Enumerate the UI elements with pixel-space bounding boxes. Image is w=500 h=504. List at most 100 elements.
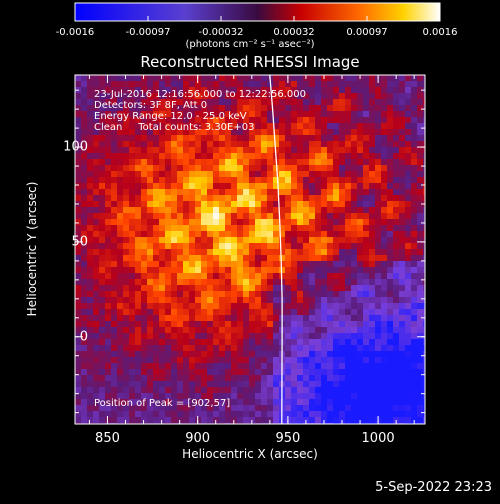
heatmap-cell [351, 285, 357, 291]
heatmap-cell [171, 177, 177, 183]
heatmap-cell [351, 99, 357, 105]
heatmap-cell [111, 243, 117, 249]
heatmap-cell [135, 183, 141, 189]
heatmap-cell [291, 411, 297, 417]
heatmap-cell [411, 249, 417, 255]
heatmap-cell [225, 345, 231, 351]
heatmap-cell [147, 213, 153, 219]
heatmap-cell [153, 201, 159, 207]
heatmap-cell [153, 405, 159, 411]
heatmap-cell [417, 375, 423, 381]
heatmap-cell [171, 399, 177, 405]
heatmap-cell [243, 387, 249, 393]
heatmap-cell [123, 357, 129, 363]
heatmap-cell [225, 165, 231, 171]
heatmap-cell [285, 327, 291, 333]
heatmap-cell [255, 255, 261, 261]
heatmap-cell [297, 129, 303, 135]
heatmap-cell [297, 279, 303, 285]
heatmap-cell [345, 195, 351, 201]
heatmap-cell [357, 273, 363, 279]
heatmap-cell [231, 225, 237, 231]
heatmap-cell [153, 87, 159, 93]
heatmap-cell [411, 261, 417, 267]
heatmap-cell [243, 363, 249, 369]
heatmap-cell [363, 87, 369, 93]
heatmap-cell [315, 183, 321, 189]
heatmap-cell [75, 261, 81, 267]
heatmap-cell [165, 207, 171, 213]
heatmap-cell [207, 285, 213, 291]
heatmap-cell [171, 87, 177, 93]
heatmap-cell [267, 243, 273, 249]
heatmap-cell [255, 141, 261, 147]
heatmap-cell [279, 171, 285, 177]
heatmap-cell [147, 141, 153, 147]
heatmap-cell [423, 237, 425, 243]
heatmap-cell [81, 195, 87, 201]
heatmap-cell [183, 357, 189, 363]
heatmap-cell [291, 309, 297, 315]
heatmap-cell [75, 81, 81, 87]
heatmap-cell [219, 333, 225, 339]
heatmap-cell [411, 363, 417, 369]
heatmap-cell [381, 267, 387, 273]
heatmap-cell [369, 231, 375, 237]
heatmap-cell [135, 165, 141, 171]
heatmap-cell [339, 213, 345, 219]
heatmap-cell [411, 159, 417, 165]
heatmap-cell [189, 321, 195, 327]
heatmap-cell [81, 213, 87, 219]
heatmap-cell [105, 225, 111, 231]
heatmap-cell [363, 309, 369, 315]
heatmap-cell [147, 327, 153, 333]
heatmap-cell [333, 309, 339, 315]
heatmap-cell [81, 219, 87, 225]
heatmap-cell [405, 123, 411, 129]
heatmap-cell [189, 351, 195, 357]
heatmap-cell [405, 231, 411, 237]
heatmap-cell [99, 171, 105, 177]
heatmap-cell [171, 351, 177, 357]
heatmap-cell [399, 405, 405, 411]
heatmap-cell [255, 363, 261, 369]
heatmap-cell [207, 99, 213, 105]
heatmap-cell [417, 123, 423, 129]
heatmap-cell [387, 261, 393, 267]
heatmap-cell [267, 231, 273, 237]
heatmap-cell [81, 141, 87, 147]
heatmap-cell [243, 243, 249, 249]
heatmap-cell [165, 339, 171, 345]
heatmap-cell [363, 135, 369, 141]
heatmap-cell [333, 159, 339, 165]
heatmap-cell [177, 327, 183, 333]
heatmap-cell [285, 411, 291, 417]
heatmap-cell [243, 291, 249, 297]
heatmap-cell [195, 243, 201, 249]
heatmap-cell [303, 105, 309, 111]
heatmap-cell [171, 297, 177, 303]
heatmap-cell [381, 315, 387, 321]
heatmap-cell [297, 273, 303, 279]
heatmap-cell [171, 141, 177, 147]
heatmap-cell [273, 357, 279, 363]
heatmap-cell [135, 81, 141, 87]
heatmap-cell [177, 387, 183, 393]
heatmap-cell [201, 345, 207, 351]
heatmap-cell [399, 225, 405, 231]
heatmap-cell [81, 183, 87, 189]
heatmap-cell [297, 213, 303, 219]
heatmap-cell [105, 153, 111, 159]
heatmap-cell [315, 87, 321, 93]
heatmap-cell [309, 75, 315, 81]
heatmap-cell [237, 375, 243, 381]
heatmap-cell [381, 81, 387, 87]
heatmap-cell [201, 141, 207, 147]
heatmap-cell [111, 81, 117, 87]
heatmap-cell [339, 171, 345, 177]
heatmap-cell [327, 147, 333, 153]
heatmap-cell [273, 315, 279, 321]
heatmap-cell [291, 375, 297, 381]
heatmap-cell [333, 369, 339, 375]
heatmap-cell [99, 231, 105, 237]
